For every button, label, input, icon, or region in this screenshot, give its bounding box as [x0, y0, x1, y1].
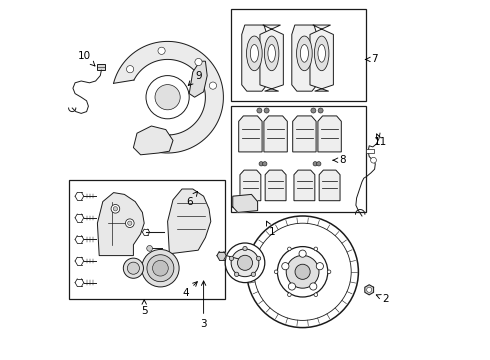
Circle shape — [259, 162, 263, 166]
Circle shape — [231, 249, 259, 276]
Polygon shape — [293, 116, 316, 152]
Circle shape — [288, 293, 291, 297]
Circle shape — [316, 262, 323, 270]
Circle shape — [282, 262, 289, 270]
Circle shape — [314, 293, 318, 297]
Ellipse shape — [246, 36, 262, 71]
Polygon shape — [292, 25, 317, 91]
Polygon shape — [98, 193, 144, 256]
Ellipse shape — [250, 45, 258, 62]
Circle shape — [299, 250, 306, 257]
Circle shape — [310, 283, 317, 290]
Polygon shape — [264, 116, 287, 152]
Polygon shape — [239, 116, 262, 152]
Polygon shape — [260, 25, 283, 91]
Circle shape — [264, 108, 269, 113]
Circle shape — [195, 58, 202, 66]
Polygon shape — [133, 126, 173, 155]
Circle shape — [257, 108, 262, 113]
Circle shape — [147, 255, 174, 282]
Circle shape — [251, 272, 256, 276]
Circle shape — [147, 246, 152, 251]
Circle shape — [327, 270, 331, 274]
Text: 7: 7 — [366, 54, 378, 64]
Ellipse shape — [300, 45, 308, 62]
Circle shape — [286, 256, 319, 288]
Circle shape — [367, 287, 372, 292]
Text: 1: 1 — [267, 221, 275, 237]
Text: 9: 9 — [188, 71, 201, 86]
Circle shape — [142, 249, 179, 287]
Circle shape — [126, 66, 134, 73]
Bar — [231, 106, 366, 212]
Polygon shape — [294, 170, 315, 201]
Bar — [69, 180, 225, 299]
Circle shape — [247, 216, 358, 328]
Polygon shape — [168, 189, 211, 254]
Circle shape — [127, 262, 140, 274]
Circle shape — [225, 243, 265, 283]
Polygon shape — [265, 170, 286, 201]
Circle shape — [256, 256, 261, 261]
Circle shape — [125, 219, 134, 228]
Polygon shape — [114, 41, 223, 153]
Circle shape — [254, 223, 351, 320]
Bar — [231, 9, 366, 101]
Circle shape — [229, 256, 234, 261]
Polygon shape — [242, 25, 267, 91]
Text: 4: 4 — [182, 282, 197, 298]
Text: 11: 11 — [373, 134, 387, 147]
Circle shape — [370, 157, 376, 163]
Bar — [98, 64, 105, 70]
Ellipse shape — [268, 45, 275, 62]
Polygon shape — [318, 116, 342, 152]
Circle shape — [113, 207, 118, 211]
Circle shape — [263, 162, 267, 166]
Ellipse shape — [318, 45, 325, 62]
Text: 6: 6 — [186, 192, 197, 207]
Polygon shape — [189, 61, 207, 97]
Circle shape — [234, 272, 239, 276]
Circle shape — [123, 258, 144, 278]
Circle shape — [313, 162, 318, 166]
Circle shape — [152, 260, 168, 276]
Ellipse shape — [296, 36, 312, 71]
Text: 2: 2 — [376, 294, 389, 304]
Circle shape — [277, 247, 328, 297]
Polygon shape — [233, 194, 258, 212]
Circle shape — [318, 108, 323, 113]
Polygon shape — [310, 25, 333, 91]
Polygon shape — [240, 170, 261, 201]
Polygon shape — [319, 170, 340, 201]
Circle shape — [314, 247, 318, 251]
Circle shape — [288, 283, 295, 290]
Circle shape — [155, 85, 180, 110]
Text: 8: 8 — [333, 155, 345, 165]
Bar — [366, 149, 374, 153]
Circle shape — [274, 270, 278, 274]
Ellipse shape — [315, 36, 329, 71]
Circle shape — [243, 246, 247, 251]
Circle shape — [238, 255, 252, 270]
Text: 5: 5 — [141, 300, 147, 316]
Circle shape — [111, 204, 120, 213]
Polygon shape — [365, 285, 373, 295]
Circle shape — [288, 247, 291, 251]
Circle shape — [317, 162, 321, 166]
Circle shape — [209, 82, 217, 89]
Circle shape — [127, 221, 132, 225]
Ellipse shape — [265, 36, 279, 71]
Circle shape — [295, 264, 310, 279]
Polygon shape — [217, 252, 226, 260]
Text: 3: 3 — [200, 281, 207, 329]
Text: 10: 10 — [78, 51, 95, 66]
Circle shape — [311, 108, 316, 113]
Circle shape — [146, 76, 189, 119]
Circle shape — [158, 47, 165, 54]
